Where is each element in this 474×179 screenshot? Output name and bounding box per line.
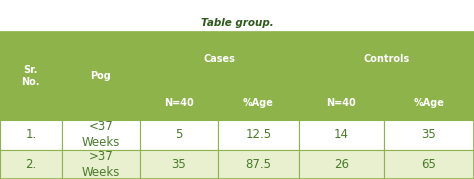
Bar (218, 85, 299, 120)
Bar (299, 85, 384, 120)
Bar (299, 150, 384, 179)
Text: 1.: 1. (25, 129, 36, 141)
Bar (62, 150, 140, 179)
Bar (218, 150, 299, 179)
Bar (384, 150, 474, 179)
Text: 65: 65 (421, 158, 437, 171)
Bar (140, 120, 218, 150)
Bar (62, 32, 140, 120)
Bar (0, 32, 62, 120)
Bar (384, 120, 474, 150)
Bar (384, 85, 474, 120)
Text: N=40: N=40 (327, 98, 356, 108)
Bar (140, 85, 218, 120)
Text: %Age: %Age (243, 98, 274, 108)
Text: Table group.: Table group. (201, 18, 273, 28)
Text: Controls: Controls (363, 54, 410, 64)
Text: 87.5: 87.5 (246, 158, 271, 171)
Text: 14: 14 (334, 129, 349, 141)
Text: 2.: 2. (25, 158, 36, 171)
Text: Sr.
No.: Sr. No. (21, 65, 40, 88)
Text: 35: 35 (421, 129, 437, 141)
Bar (299, 120, 384, 150)
Text: 5: 5 (175, 129, 182, 141)
Bar (299, 32, 474, 85)
Text: 35: 35 (172, 158, 186, 171)
Bar (0, 120, 62, 150)
Text: 26: 26 (334, 158, 349, 171)
Bar (0, 150, 62, 179)
Text: <37
Weeks: <37 Weeks (82, 120, 120, 149)
Bar (140, 32, 299, 85)
Bar (62, 120, 140, 150)
Text: N=40: N=40 (164, 98, 194, 108)
Text: 12.5: 12.5 (245, 129, 272, 141)
Text: >37
Weeks: >37 Weeks (82, 150, 120, 179)
Bar (140, 150, 218, 179)
Text: Cases: Cases (203, 54, 235, 64)
Bar (218, 120, 299, 150)
Text: %Age: %Age (413, 98, 445, 108)
Text: Pog: Pog (91, 71, 111, 81)
